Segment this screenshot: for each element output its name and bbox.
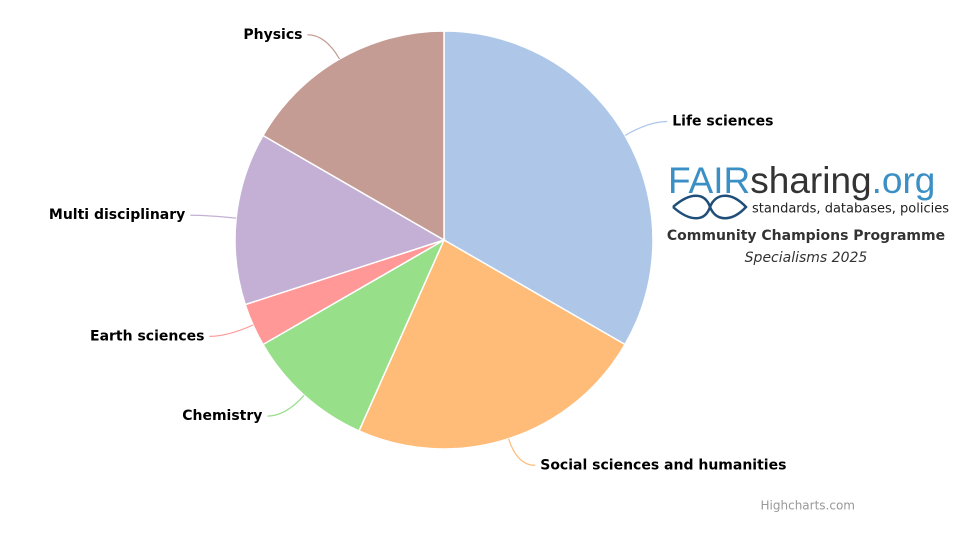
- logo-wave: [672, 194, 748, 220]
- connector: [508, 438, 536, 466]
- connector: [209, 324, 254, 337]
- logo-fair: FAIR: [668, 160, 750, 201]
- pie-slice: [358, 238, 627, 450]
- logo-name: FAIRsharing.org: [668, 160, 935, 201]
- logo: FAIRsharing.org standards, databases, po…: [667, 160, 949, 266]
- pie-slice: [261, 238, 446, 432]
- connector: [307, 34, 341, 60]
- logo-org: .org: [872, 160, 936, 201]
- programme: Community Champions Programme: [667, 228, 945, 244]
- slice-label: Life sciences: [672, 114, 773, 130]
- slice-label: Earth sciences: [90, 328, 204, 344]
- slice-label: Physics: [243, 27, 302, 43]
- slice-label: Multi disciplinary: [49, 207, 185, 223]
- slice-label: Social sciences and humanities: [540, 457, 786, 473]
- connector: [267, 394, 305, 417]
- logo-tagline: standards, databases, policies: [752, 202, 949, 217]
- pie-slice: [261, 30, 445, 242]
- specialisms: Specialisms 2025: [745, 250, 868, 266]
- pie-slice: [234, 134, 446, 306]
- credits: Highcharts.com: [761, 499, 855, 513]
- pie-slice: [443, 30, 654, 346]
- logo-sharing: sharing: [750, 160, 871, 201]
- connector: [190, 214, 237, 219]
- slice-label: Chemistry: [182, 408, 262, 424]
- connector: [624, 120, 668, 137]
